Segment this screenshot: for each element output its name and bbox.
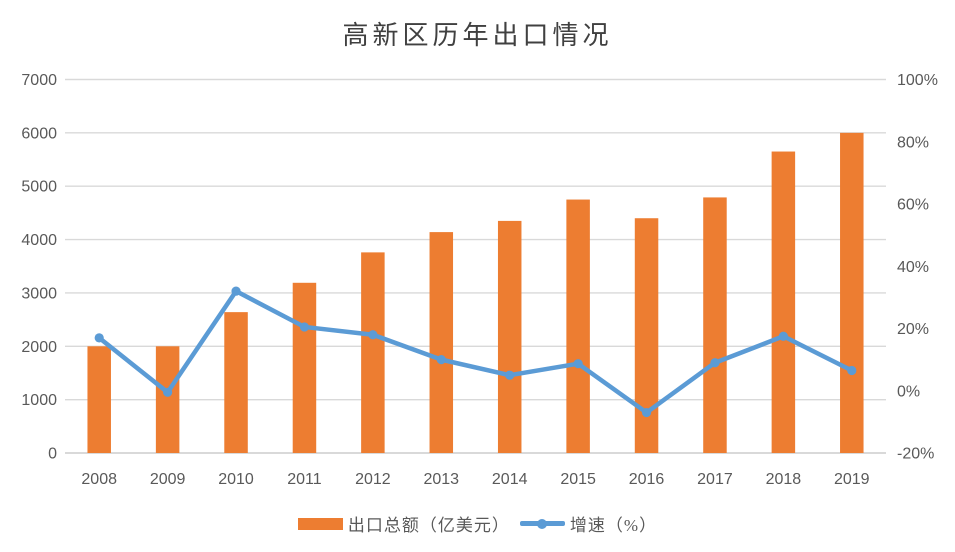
left-axis-tick-label: 2000	[21, 339, 57, 356]
left-axis-tick-label: 3000	[21, 285, 57, 302]
right-axis-tick-label: 40%	[897, 259, 929, 276]
left-axis-tick-label: 0	[48, 446, 57, 463]
growth-point	[847, 365, 857, 376]
x-axis-tick-label: 2014	[492, 471, 528, 488]
x-axis-tick-label: 2012	[355, 471, 391, 488]
export-bar	[566, 199, 590, 453]
growth-point	[505, 370, 515, 380]
right-axis-tick-label: 60%	[897, 197, 929, 214]
right-axis-tick-label: 20%	[897, 321, 929, 338]
left-axis-tick-label: 4000	[21, 232, 57, 249]
right-axis-tick-label: 0%	[897, 383, 920, 400]
growth-point	[299, 322, 310, 332]
x-axis-tick-label: 2008	[81, 471, 117, 488]
left-axis-tick-label: 7000	[21, 72, 57, 89]
x-axis-tick-label: 2017	[697, 471, 733, 488]
legend-item-exports: 出口总额（亿美元）	[297, 511, 510, 536]
export-bar	[155, 346, 180, 453]
export-bar	[840, 132, 864, 453]
legend-item-growth: 增速（%）	[519, 511, 658, 536]
x-axis-tick-label: 2013	[423, 471, 459, 488]
growth-point	[436, 355, 446, 365]
export-bar	[497, 220, 522, 453]
right-axis-tick-label: -20%	[897, 446, 934, 463]
legend-line-label: 增速（%）	[569, 516, 658, 535]
growth-point	[778, 331, 788, 341]
x-axis-tick-label: 2016	[629, 471, 665, 488]
export-bar	[429, 232, 454, 453]
x-axis-tick-label: 2018	[766, 471, 802, 488]
growth-point	[368, 330, 378, 340]
legend-line-swatch-icon	[519, 518, 565, 529]
export-bar	[361, 252, 385, 453]
export-bar	[224, 312, 248, 453]
legend-line-dot-icon	[536, 518, 547, 529]
growth-point	[641, 407, 652, 418]
growth-line	[96, 288, 855, 415]
growth-point	[710, 358, 720, 368]
export-bar	[87, 346, 111, 453]
x-axis-tick-label: 2015	[560, 471, 596, 488]
growth-point	[163, 387, 173, 397]
left-axis-tick-label: 1000	[21, 392, 57, 409]
export-bar	[634, 218, 659, 453]
chart-title: 高新区历年出口情况	[342, 21, 613, 50]
growth-point	[231, 286, 241, 296]
left-axis-tick-label: 5000	[21, 179, 57, 196]
x-axis-tick-label: 2011	[287, 471, 322, 488]
x-axis-tick-label: 2019	[834, 471, 870, 488]
legend-bar-swatch-icon	[297, 517, 343, 530]
export-bar	[292, 282, 317, 453]
right-axis-tick-label: 80%	[897, 134, 929, 151]
x-axis-tick-label: 2009	[150, 471, 186, 488]
growth-point	[573, 359, 583, 369]
export-bar	[703, 197, 727, 453]
growth-point	[94, 333, 104, 343]
left-axis-tick-label: 6000	[21, 125, 57, 142]
chart-legend: 出口总额（亿美元） 增速（%）	[0, 511, 955, 536]
right-axis-tick-label: 100%	[897, 72, 938, 89]
legend-bar-label: 出口总额（亿美元）	[347, 516, 510, 535]
export-bar	[771, 151, 796, 453]
x-axis-tick-label: 2010	[218, 471, 254, 488]
